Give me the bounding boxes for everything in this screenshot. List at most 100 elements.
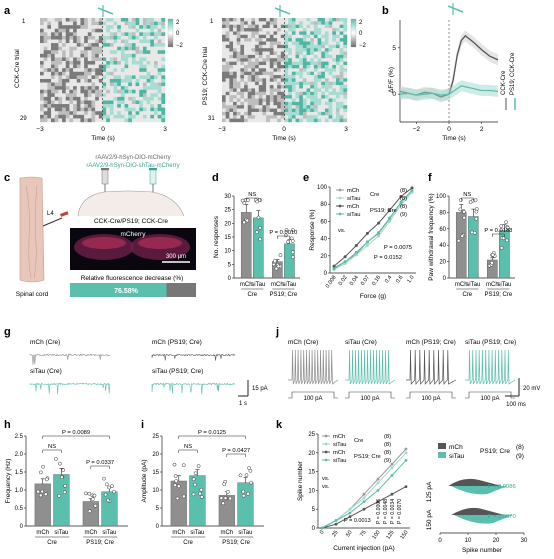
heatmap-cell <box>135 64 140 69</box>
heatmap-cell <box>233 118 237 123</box>
heatmap-cell <box>310 101 315 106</box>
heatmap-cell <box>299 41 304 46</box>
heatmap-cell <box>76 64 81 69</box>
heatmap-cell <box>339 75 344 79</box>
heatmap-cell <box>273 78 278 82</box>
data-point <box>290 250 295 255</box>
heatmap-cell <box>306 101 311 106</box>
heatmap-cell <box>240 108 245 113</box>
heatmap-cell <box>280 71 285 76</box>
heatmap-cell <box>295 98 300 103</box>
heatmap-cell <box>288 58 293 62</box>
heatmap-cell <box>266 28 270 32</box>
heatmap-cell <box>262 105 267 109</box>
heatmap-cell <box>95 28 100 33</box>
heatmap-cell <box>225 64 230 69</box>
heatmap-cell <box>128 61 133 65</box>
heatmap-cell <box>229 44 234 49</box>
heatmap-cell <box>255 111 259 116</box>
heatmap-cell <box>102 28 107 33</box>
heatmap-cell <box>58 68 63 72</box>
heatmap-cell <box>106 71 111 76</box>
trace-plot: 50−2 0 2 <box>392 20 499 133</box>
heatmap-cell <box>225 88 230 92</box>
data-point <box>221 501 225 506</box>
heatmap-cell <box>135 25 140 29</box>
heatmap-cell <box>258 38 263 42</box>
data-point <box>390 492 394 496</box>
heatmap-cell <box>284 95 289 99</box>
heatmap-cell <box>313 118 318 123</box>
heatmap-cell <box>51 50 55 55</box>
heatmap-cell <box>328 41 333 46</box>
data-point <box>241 489 246 494</box>
heatmap-cell <box>76 107 81 112</box>
data-point <box>348 515 352 519</box>
heatmap-cell <box>139 21 144 26</box>
heatmap-cell <box>43 50 48 55</box>
heatmap-cell <box>335 38 340 42</box>
x-tick: 0 <box>101 126 105 133</box>
heatmap-cell <box>240 48 245 52</box>
heatmap-cell <box>291 18 296 22</box>
heatmap-cell <box>247 21 252 25</box>
heatmap-cell <box>332 95 337 99</box>
heatmap-cell <box>146 86 151 90</box>
heatmap-cell <box>291 108 296 113</box>
heatmap-cell <box>117 86 122 90</box>
heatmap-cell <box>288 115 293 119</box>
heatmap-cell <box>343 95 348 99</box>
heatmap-cell <box>236 85 241 89</box>
heatmap-cell <box>146 50 151 55</box>
heatmap-cell <box>273 44 278 49</box>
heatmap-cell <box>157 57 162 62</box>
heatmap-cell <box>139 46 144 51</box>
heatmap-cell <box>157 28 162 33</box>
heatmap-cell <box>131 46 136 51</box>
heatmap-cell <box>40 68 44 72</box>
heatmap-cell <box>255 21 259 25</box>
legend-n: (9) <box>516 453 524 460</box>
data-point <box>173 483 177 488</box>
data-point <box>377 231 381 235</box>
heatmap-cell <box>150 21 155 26</box>
heatmap-cell <box>65 57 70 62</box>
heatmap-cell <box>255 38 259 42</box>
legend-group: Cre <box>370 192 379 198</box>
heatmap-cell <box>299 18 304 22</box>
heatmap-cell <box>113 71 118 76</box>
heatmap-cell <box>47 21 52 26</box>
heatmap-cell <box>128 89 133 94</box>
heatmap-cell <box>117 50 122 55</box>
heatmap-cell <box>43 53 48 58</box>
significance-label: NS <box>463 192 471 198</box>
heatmap-cell <box>284 58 289 62</box>
data-point <box>199 487 204 492</box>
heatmap-cell <box>76 78 81 83</box>
x-axis-label: Spike number <box>462 547 503 554</box>
y-tick-label: 0 <box>20 524 24 530</box>
data-point <box>173 474 178 478</box>
heatmap-cell <box>120 21 125 26</box>
panel-letter-g: g <box>4 326 11 338</box>
heatmap-cell <box>222 78 226 82</box>
heatmap-cell <box>150 68 155 72</box>
data-point <box>365 231 369 235</box>
heatmap-cell <box>266 34 270 39</box>
heatmap-cell <box>273 75 278 79</box>
heatmap-cell <box>222 18 226 22</box>
heatmap-cell <box>269 64 274 69</box>
heatmap-cell <box>117 68 122 72</box>
heatmap-cell <box>54 43 59 47</box>
heatmap-cell <box>87 78 92 83</box>
heatmap-cell <box>62 107 66 112</box>
heatmap-cell <box>317 18 322 22</box>
heatmap-cell <box>269 18 274 22</box>
heatmap-cell <box>310 105 315 109</box>
y-tick-label: 5 <box>156 506 160 512</box>
heatmap-cell <box>335 58 340 62</box>
data-point <box>377 234 381 238</box>
heatmap-cell <box>80 50 85 55</box>
heatmap-cell <box>102 111 107 116</box>
heatmap-cell <box>225 38 230 42</box>
